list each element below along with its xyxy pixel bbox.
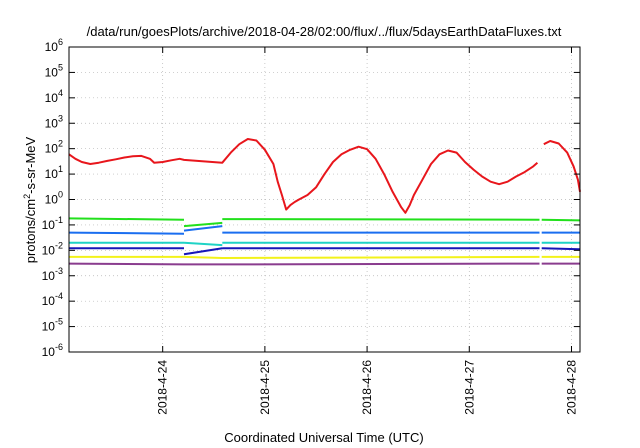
y-axis-label-sup: 2 [22, 194, 32, 199]
chart-title: /data/run/goesPlots/archive/2018-04-28/0… [87, 24, 562, 39]
y-tick-base: 10 [45, 40, 59, 54]
y-tick-exp: -6 [55, 342, 63, 352]
y-tick-label: 104 [45, 88, 63, 105]
y-axis-label-main: protons/cm [23, 199, 38, 263]
series-line-2 [68, 217, 581, 228]
y-tick-exp: -3 [55, 266, 63, 276]
y-tick-base: 10 [42, 269, 56, 283]
y-tick-label: 10-5 [42, 317, 63, 334]
y-tick-label: 10-4 [42, 291, 63, 308]
y-tick-exp: 3 [58, 113, 63, 123]
y-tick-label: 10-2 [42, 240, 63, 257]
y-tick-exp: 5 [58, 62, 63, 72]
y-tick-label: 106 [45, 37, 63, 54]
y-tick-exp: 0 [58, 190, 63, 200]
y-tick-exp: 2 [58, 139, 63, 149]
y-tick-label: 100 [45, 190, 63, 207]
series-line-6 [69, 255, 580, 259]
series-line-7 [68, 262, 580, 266]
x-tick-label: 2018-4-24 [156, 360, 170, 415]
y-tick-label: 105 [45, 62, 63, 79]
x-tick-label: 2018-4-27 [462, 360, 476, 415]
y-tick-label: 101 [45, 164, 63, 181]
y-tick-label: 10-6 [42, 342, 63, 359]
y-tick-exp: -4 [55, 291, 63, 301]
x-tick-label: 2018-4-25 [258, 360, 272, 415]
x-tick-label: 2018-4-28 [564, 360, 578, 415]
series-line-1 [68, 138, 581, 214]
series-group [68, 138, 581, 266]
x-tick-label: 2018-4-26 [360, 360, 374, 415]
y-tick-exp: 1 [58, 164, 63, 174]
y-axis-label: protons/cm2-s-sr-MeV [22, 136, 38, 263]
y-axis: 10-610-510-410-310-210-11001011021031041… [42, 37, 580, 359]
y-tick-label: 10-1 [42, 215, 63, 232]
y-tick-base: 10 [45, 65, 59, 79]
y-tick-base: 10 [42, 345, 56, 359]
y-tick-base: 10 [45, 193, 59, 207]
y-tick-label: 10-3 [42, 266, 63, 283]
y-axis-label-rest: -s-sr-MeV [23, 136, 38, 193]
y-tick-exp: 4 [58, 88, 63, 98]
y-tick-base: 10 [45, 142, 59, 156]
y-tick-exp: -5 [55, 317, 63, 327]
series-line-4 [69, 241, 580, 247]
y-tick-exp: -1 [55, 215, 63, 225]
y-tick-base: 10 [45, 116, 59, 130]
y-tick-label: 102 [45, 139, 63, 156]
series-line-5 [69, 247, 581, 256]
y-tick-label: 103 [45, 113, 63, 130]
y-tick-base: 10 [42, 243, 56, 257]
y-tick-exp: 6 [58, 37, 63, 47]
y-tick-base: 10 [45, 167, 59, 181]
y-tick-base: 10 [42, 294, 56, 308]
y-tick-base: 10 [42, 218, 56, 232]
x-axis-label: Coordinated Universal Time (UTC) [224, 430, 423, 445]
grid [69, 46, 580, 353]
y-tick-base: 10 [42, 320, 56, 334]
x-axis: 2018-4-24 2018-4-25 2018-4-26 2018-4-27 2018… [156, 47, 578, 415]
series-line-3 [68, 225, 580, 235]
y-tick-exp: -2 [55, 240, 63, 250]
y-tick-base: 10 [45, 91, 59, 105]
